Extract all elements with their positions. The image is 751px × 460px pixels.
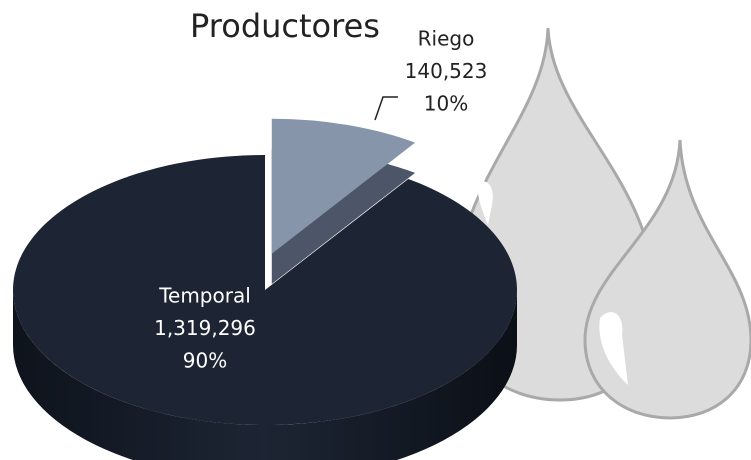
- percent-label: 90%: [183, 349, 227, 373]
- value-label: 140,523: [405, 59, 488, 83]
- leader-line: [374, 96, 398, 121]
- pie-slice: [271, 118, 416, 254]
- slice-label: Riego: [418, 27, 475, 51]
- slice-side: [13, 290, 517, 460]
- percent-label: 10%: [424, 92, 468, 116]
- chart-title: Productores: [190, 7, 380, 45]
- value-label: 1,319,296: [154, 316, 256, 340]
- pie-slice: [13, 155, 518, 425]
- slice-label: Temporal: [158, 284, 251, 308]
